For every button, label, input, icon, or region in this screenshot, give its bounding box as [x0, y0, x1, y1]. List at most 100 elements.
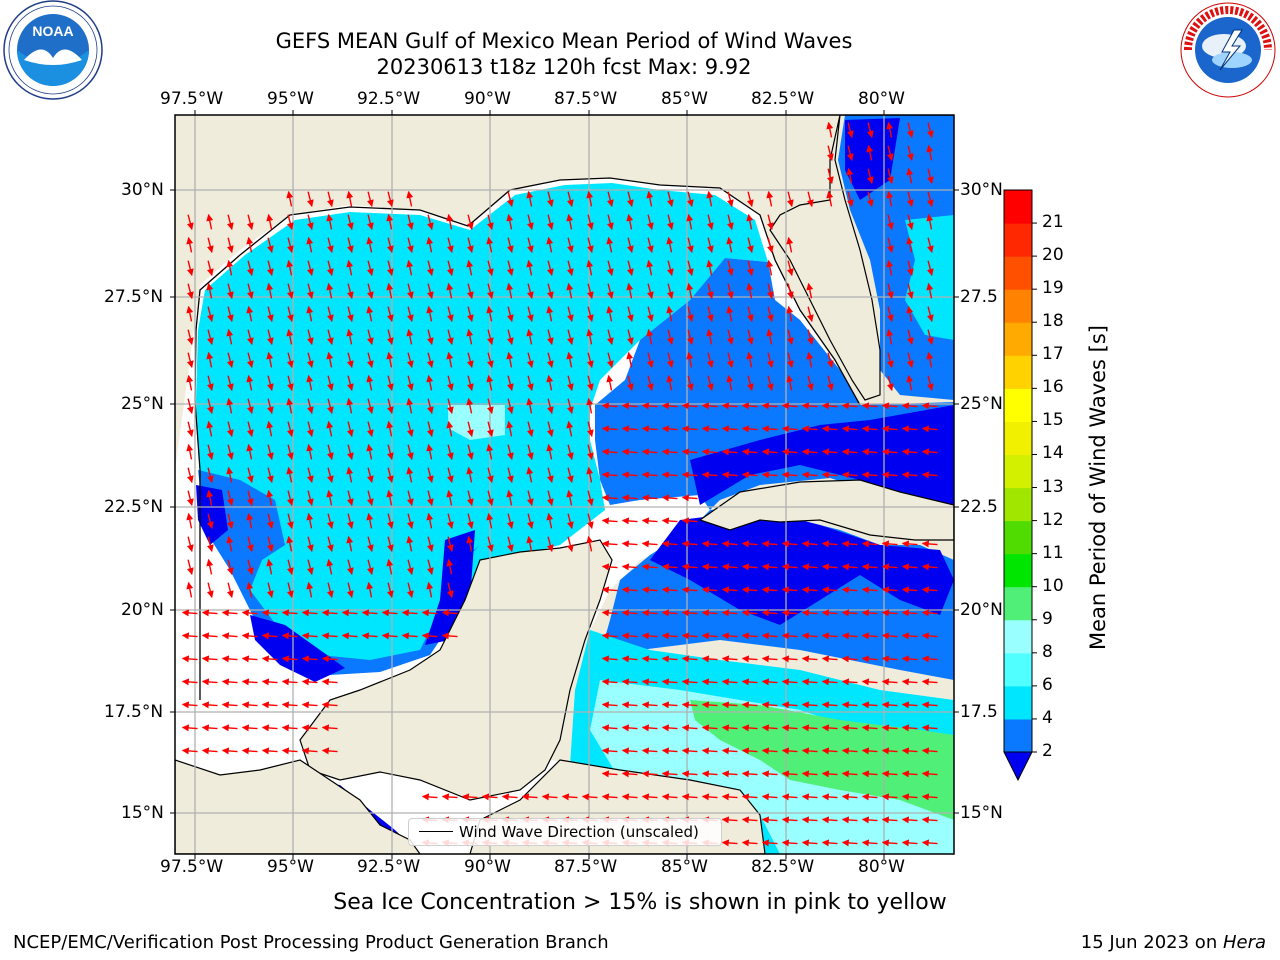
wave-direction-arrow [226, 559, 234, 575]
wave-direction-arrow [621, 793, 638, 801]
footer-date: 15 Jun 2023 on Hera [1081, 932, 1266, 953]
wave-direction-arrow [841, 540, 858, 548]
wave-direction-arrow [801, 770, 818, 778]
wave-direction-arrow [781, 425, 798, 433]
wave-direction-arrow [426, 467, 434, 483]
wave-direction-arrow [301, 655, 318, 663]
period-zone-cyan-atlantic [905, 215, 954, 340]
wave-direction-arrow [821, 678, 838, 686]
wave-direction-arrow [586, 259, 594, 276]
wave-direction-arrow [861, 724, 878, 732]
wave-direction-arrow [386, 306, 394, 322]
wave-direction-arrow [641, 563, 658, 571]
colorbar-segment [1004, 619, 1032, 654]
wave-direction-arrow [741, 448, 758, 456]
wave-direction-arrow [626, 260, 634, 276]
wave-direction-arrow [246, 443, 254, 460]
wave-direction-arrow [506, 536, 514, 552]
wave-direction-arrow [186, 214, 194, 230]
wave-direction-arrow [466, 397, 474, 414]
land-yucatan [299, 539, 613, 801]
wave-direction-arrow [846, 145, 854, 161]
wave-direction-arrow [881, 655, 898, 663]
wave-direction-arrow [226, 237, 234, 253]
wave-direction-arrow [821, 563, 838, 571]
wave-direction-arrow [726, 191, 734, 207]
wave-direction-arrow [241, 747, 258, 755]
wave-direction-arrow [706, 214, 714, 230]
wave-direction-arrow [726, 374, 734, 391]
wave-direction-arrow [706, 375, 714, 391]
wave-direction-arrow [546, 283, 554, 299]
wave-direction-arrow [406, 421, 414, 437]
colorbar-segment [1004, 520, 1032, 555]
wave-direction-arrow [366, 260, 374, 276]
wave-direction-arrow [701, 563, 718, 571]
wave-direction-arrow [386, 420, 394, 437]
wave-direction-arrow [661, 724, 678, 732]
wave-direction-arrow [746, 306, 754, 322]
wave-direction-arrow [746, 375, 754, 391]
colorbar-segment [1004, 289, 1032, 323]
wave-direction-arrow [761, 655, 778, 663]
wave-direction-arrow [206, 260, 214, 276]
wave-direction-arrow [446, 536, 454, 552]
wave-direction-arrow [206, 329, 214, 345]
wave-direction-arrow [466, 283, 474, 299]
wave-direction-arrow [586, 352, 594, 368]
wave-direction-arrow [446, 375, 454, 391]
wave-direction-arrow [906, 236, 914, 253]
period-zone-darkblue-3 [250, 615, 345, 682]
wave-direction-arrow [881, 770, 898, 778]
wave-direction-arrow [826, 121, 834, 138]
wave-direction-arrow [226, 283, 234, 299]
wave-direction-arrow [341, 632, 358, 640]
wave-direction-arrow [421, 793, 438, 801]
wave-direction-arrow [706, 306, 714, 322]
wave-direction-arrow [901, 448, 918, 456]
wave-direction-arrow [901, 632, 918, 640]
wave-direction-arrow [926, 306, 934, 322]
wave-direction-arrow [766, 328, 774, 345]
lat-label-right-5: 20°N [960, 600, 1003, 620]
wave-direction-arrow [601, 402, 618, 410]
wave-direction-arrow [861, 747, 878, 755]
wave-direction-arrow [406, 375, 414, 391]
wave-direction-arrow [266, 375, 274, 391]
wave-direction-arrow [466, 259, 474, 276]
wave-direction-arrow [801, 586, 818, 594]
footer-date-text: 15 Jun 2023 on [1080, 932, 1223, 953]
wave-direction-arrow [586, 535, 594, 552]
wave-direction-arrow [246, 536, 254, 552]
wave-direction-arrow [446, 213, 454, 230]
wave-direction-arrow [326, 191, 334, 207]
wave-direction-arrow [661, 586, 678, 594]
wave-direction-arrow [306, 352, 314, 368]
wave-direction-arrow [426, 443, 434, 460]
wave-direction-arrow [261, 678, 278, 686]
wave-direction-arrow [726, 260, 734, 276]
wave-direction-arrow [701, 747, 718, 755]
wave-direction-arrow [886, 283, 894, 299]
wave-direction-arrow [506, 329, 514, 345]
wave-direction-arrow [261, 724, 278, 732]
wave-direction-arrow [761, 839, 778, 847]
map-subtitle: 20230613 t18z 120h fcst Max: 9.92 [376, 55, 752, 79]
legend-line-sample [419, 831, 453, 832]
wave-direction-arrow [886, 328, 894, 345]
wave-direction-arrow [901, 609, 918, 617]
wave-direction-arrow [366, 536, 374, 552]
wave-direction-arrow [666, 191, 674, 207]
wave-direction-arrow [861, 609, 878, 617]
wave-direction-arrow [626, 306, 634, 322]
wave-direction-arrow [761, 425, 778, 433]
wave-direction-arrow [706, 283, 714, 299]
wave-direction-arrow [366, 581, 374, 598]
wave-direction-arrow [306, 581, 314, 598]
wave-direction-arrow [466, 535, 474, 552]
wave-direction-arrow [426, 398, 434, 414]
colorbar-segment [1004, 652, 1032, 687]
wave-direction-arrow [706, 352, 714, 368]
wave-direction-arrow [661, 747, 678, 755]
wave-direction-arrow [366, 490, 374, 506]
